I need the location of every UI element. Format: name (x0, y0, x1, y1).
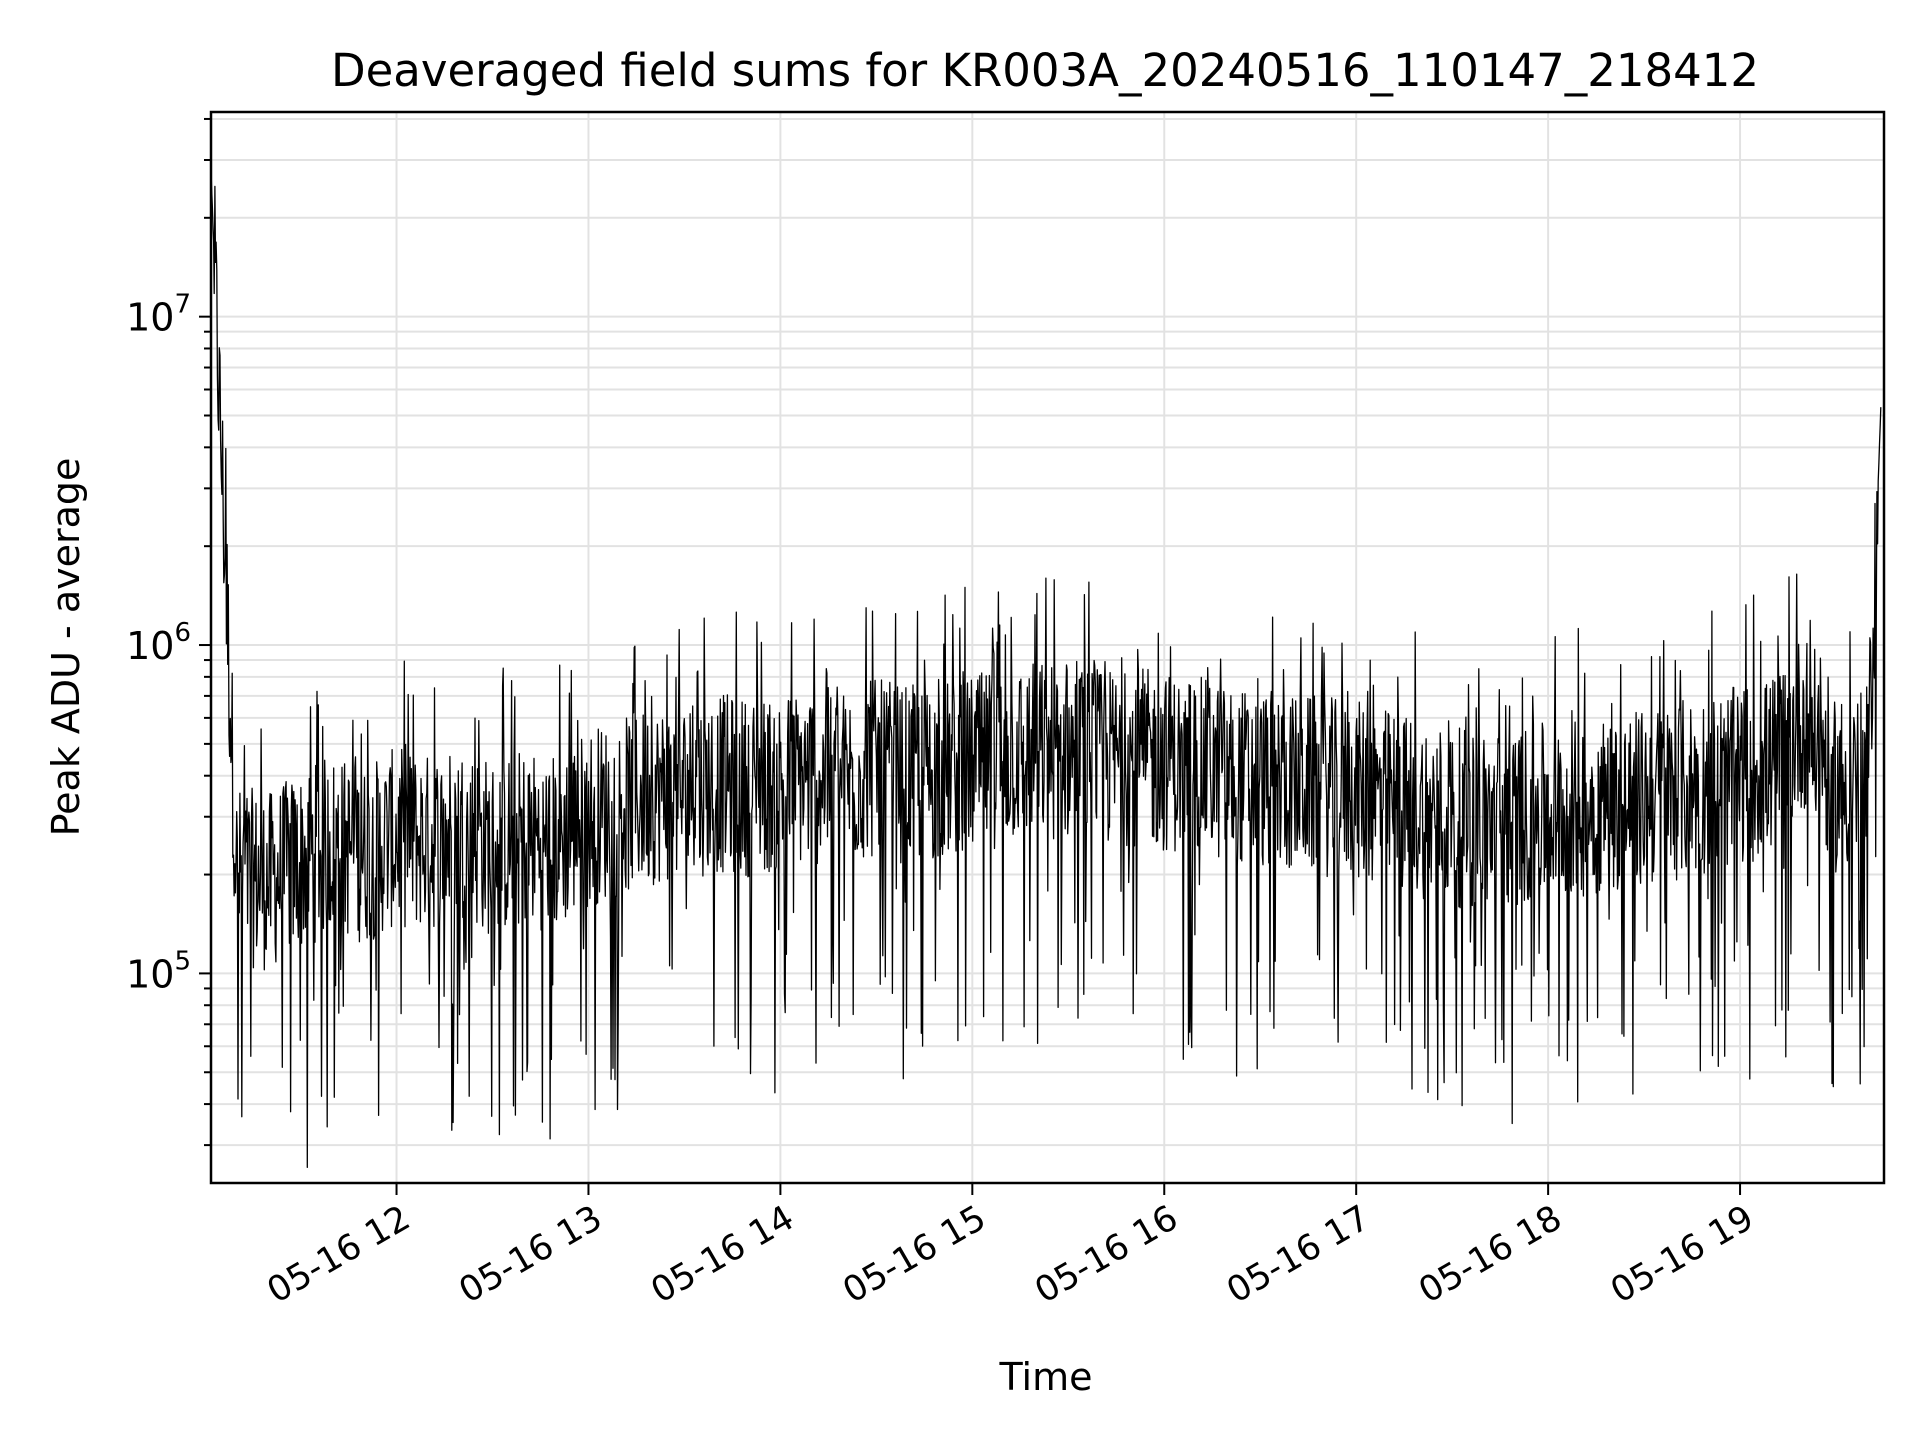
series-line (210, 169, 1882, 1169)
chart-title: Deaveraged field sums for KR003A_2024051… (331, 44, 1759, 97)
y-tick-label: 107 (126, 290, 191, 340)
y-tick-label: 106 (126, 618, 191, 668)
series-layer (210, 169, 1882, 1169)
y-axis-label: Peak ADU - average (44, 458, 88, 837)
plot-frame (209, 110, 1886, 1185)
y-tick-label: 105 (126, 946, 191, 996)
x-axis-label: Time (999, 1355, 1093, 1399)
